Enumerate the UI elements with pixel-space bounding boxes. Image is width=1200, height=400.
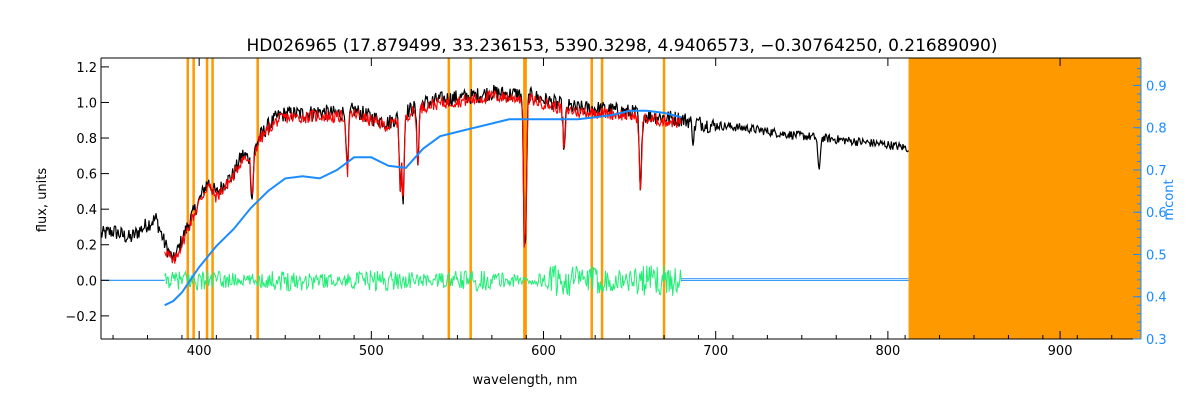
y-tick-label-5: 0.8 [76, 132, 97, 147]
y-tick-label-4: 0.6 [76, 168, 97, 183]
observed-spectrum-line [100, 84, 909, 263]
residual-line [164, 264, 682, 296]
y2-tick-label-4: 0.7 [1146, 164, 1167, 179]
x-tick-label-4: 800 [875, 344, 900, 359]
x-tick-label-2: 600 [531, 344, 556, 359]
y2-tick-label-3: 0.6 [1146, 206, 1167, 221]
axis-layer: 400 500 600 700 800 900 −0.2 0.0 0.2 0.4 0.6 0.8 1.0… [65, 57, 1167, 359]
x-tick-label-0: 400 [187, 344, 212, 359]
continuum-line [164, 109, 682, 307]
y2-tick-label-6: 0.9 [1146, 79, 1167, 94]
masked-region-band [908, 58, 1141, 339]
y2-tick-label-2: 0.5 [1146, 248, 1167, 263]
y-tick-label-6: 1.0 [76, 96, 97, 111]
y-tick-label-3: 0.4 [76, 203, 97, 218]
y-axis-label: flux, units [35, 168, 50, 233]
y2-axis-label: mcont [1162, 179, 1177, 220]
x-tick-label-3: 700 [703, 344, 728, 359]
x-tick-label-1: 500 [359, 344, 384, 359]
y2-tick-label-0: 0.3 [1146, 333, 1167, 348]
y-tick-label-2: 0.2 [76, 239, 97, 254]
y-tick-label-1: 0.0 [76, 274, 97, 289]
chart-title: HD026965 (17.879499, 33.236153, 5390.329… [247, 36, 998, 56]
y2-tick-label-1: 0.4 [1146, 291, 1167, 306]
y-tick-label-0: −0.2 [65, 310, 97, 325]
y-tick-label-7: 1.2 [76, 61, 97, 76]
mask-layer [186, 58, 1141, 339]
x-axis-label: wavelength, nm [473, 373, 578, 388]
x-tick-label-5: 900 [1048, 344, 1073, 359]
y2-tick-label-5: 0.8 [1146, 122, 1167, 137]
data-layer [100, 84, 909, 307]
